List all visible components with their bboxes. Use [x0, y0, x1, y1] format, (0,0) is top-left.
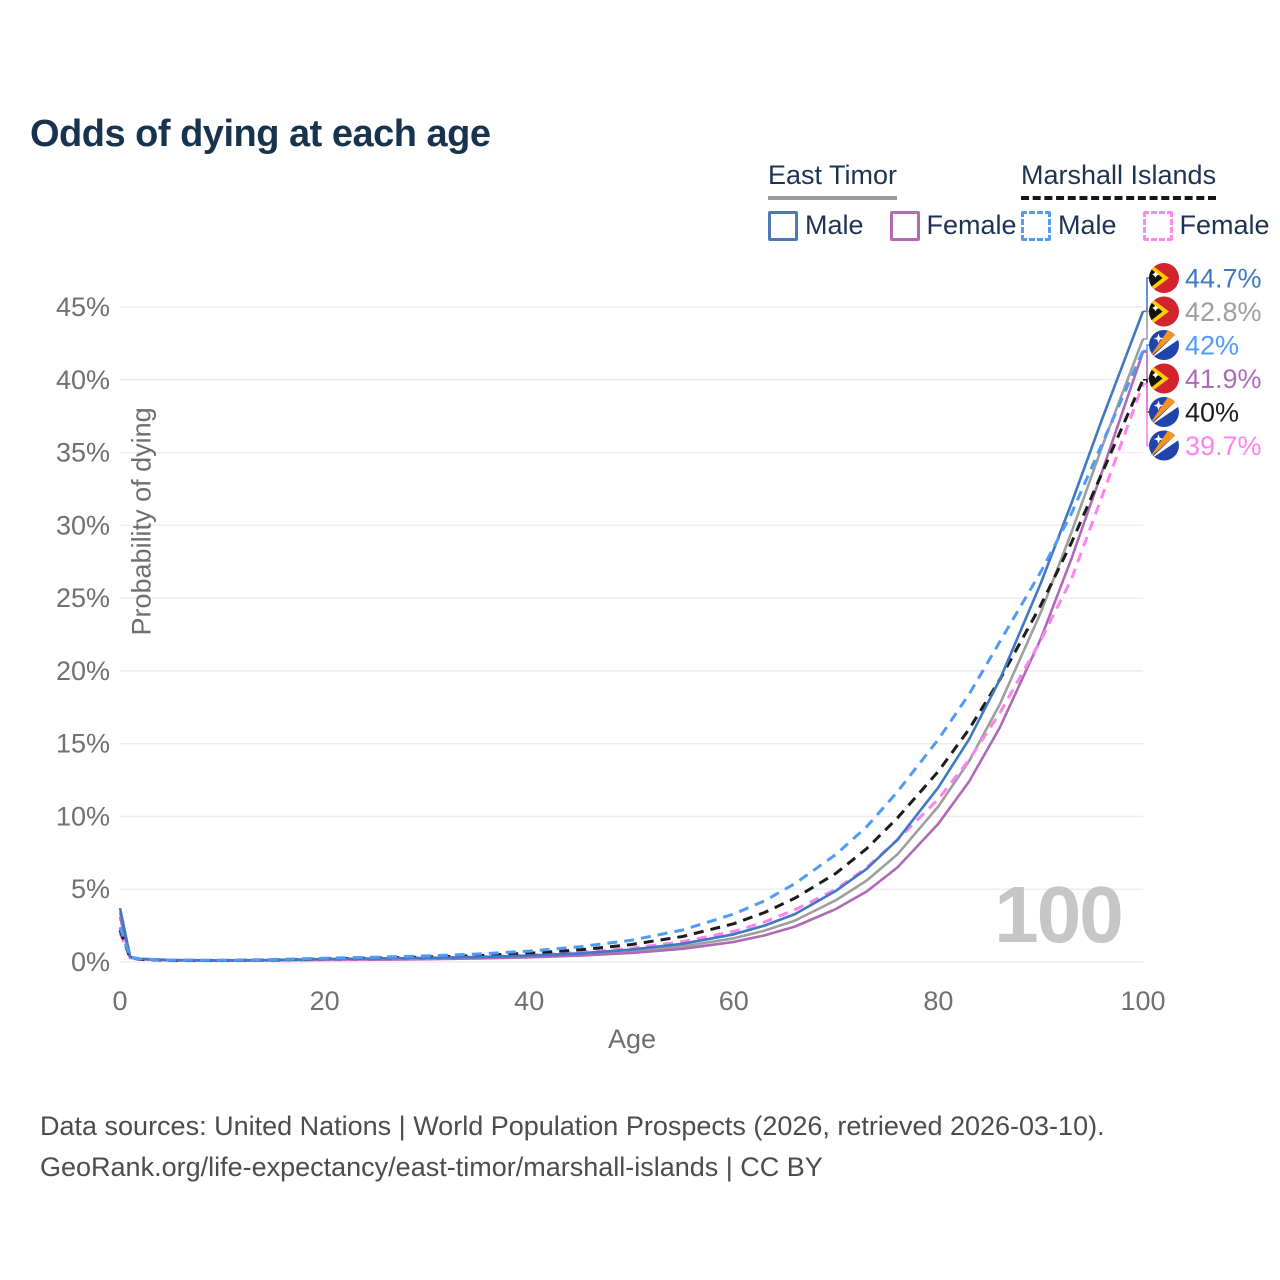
- chart-title: Odds of dying at each age: [30, 113, 491, 156]
- checkbox-marshall-islands-female[interactable]: [1142, 210, 1173, 241]
- series-line-marshall-islands-male[interactable]: [118, 349, 1145, 962]
- legend-toggle-marshall-islands-female[interactable]: Female: [1142, 210, 1270, 241]
- flag-icon-marshall-islands: [1149, 431, 1179, 461]
- checkbox-east-timor-male[interactable]: [768, 210, 798, 241]
- end-value-label: 42.8%: [1185, 297, 1262, 327]
- gridlines: 0% 5% 10% 15% 20% 25% 30% 35% 40% 45% 0 20 40 60 80 100: [56, 292, 1166, 1016]
- end-value-label: 39.7%: [1185, 431, 1262, 461]
- end-value-label: 44.7%: [1185, 264, 1262, 294]
- flag-icon-east-timor: [1149, 364, 1179, 394]
- end-value-label: 40%: [1185, 398, 1239, 428]
- legend-toggle-marshall-islands-male[interactable]: Male: [1021, 210, 1117, 241]
- legend-label-female: Female: [926, 210, 1017, 240]
- legend-country-east-timor: East Timor: [768, 160, 898, 200]
- checkbox-east-timor-female[interactable]: [889, 210, 920, 241]
- leader-line: [1143, 277, 1151, 313]
- end-labels: 44.7%42.8% 42%41.9% 40%39.7%: [1143, 263, 1262, 461]
- series-lines: [118, 310, 1145, 962]
- series-line-marshall-islands-both-sexes[interactable]: [118, 379, 1145, 962]
- legend-group-marshall-islands: Marshall Islands Male Female: [1021, 160, 1270, 241]
- flag-icon-marshall-islands: [1149, 397, 1179, 427]
- footer: Data sources: United Nations | World Pop…: [40, 1106, 1105, 1188]
- legend-label-male: Male: [1058, 210, 1117, 240]
- end-value-label: 42%: [1185, 331, 1239, 361]
- x-tick-label: 80: [923, 986, 953, 1016]
- y-tick-label: 25%: [56, 583, 110, 613]
- y-tick-label: 35%: [56, 438, 110, 468]
- series-line-east-timor-both-sexes[interactable]: [118, 338, 1145, 962]
- footer-attribution-line: GeoRank.org/life-expectancy/east-timor/m…: [40, 1152, 823, 1182]
- y-tick-label: 20%: [56, 656, 110, 686]
- x-tick-label: 40: [514, 986, 544, 1016]
- legend-toggle-east-timor-female[interactable]: Female: [889, 210, 1017, 241]
- y-tick-label: 45%: [56, 292, 110, 322]
- legend-label-male: Male: [805, 210, 864, 240]
- legend-label-female: Female: [1179, 210, 1270, 240]
- flag-icon-marshall-islands: [1149, 330, 1179, 360]
- y-tick-label: 15%: [56, 729, 110, 759]
- y-tick-label: 5%: [71, 874, 110, 904]
- y-tick-label: 30%: [56, 510, 110, 540]
- end-value-label: 41.9%: [1185, 364, 1262, 394]
- x-axis-title: Age: [607, 1024, 657, 1054]
- y-tick-label: 40%: [56, 365, 110, 395]
- y-tick-label: 10%: [56, 801, 110, 831]
- x-tick-label: 100: [1120, 986, 1165, 1016]
- legend-toggle-east-timor-male[interactable]: Male: [768, 210, 864, 241]
- flag-icon-east-timor: [1149, 263, 1179, 293]
- checkbox-marshall-islands-male[interactable]: [1021, 210, 1051, 241]
- legend-country-marshall-islands: Marshall Islands: [1021, 160, 1217, 200]
- series-line-marshall-islands-female[interactable]: [118, 383, 1145, 962]
- y-tick-label: 0%: [71, 947, 110, 977]
- x-tick-label: 20: [310, 986, 340, 1016]
- x-tick-label: 0: [112, 986, 127, 1016]
- footer-sources-line: Data sources: United Nations | World Pop…: [40, 1111, 1105, 1141]
- flag-icon-east-timor: [1149, 297, 1179, 327]
- series-line-east-timor-male[interactable]: [118, 310, 1145, 962]
- legend-group-east-timor: East Timor Male Female: [768, 160, 1017, 241]
- y-axis-title: Probability of dying: [126, 407, 157, 636]
- age-watermark: 100: [994, 870, 1123, 959]
- x-tick-label: 60: [719, 986, 749, 1016]
